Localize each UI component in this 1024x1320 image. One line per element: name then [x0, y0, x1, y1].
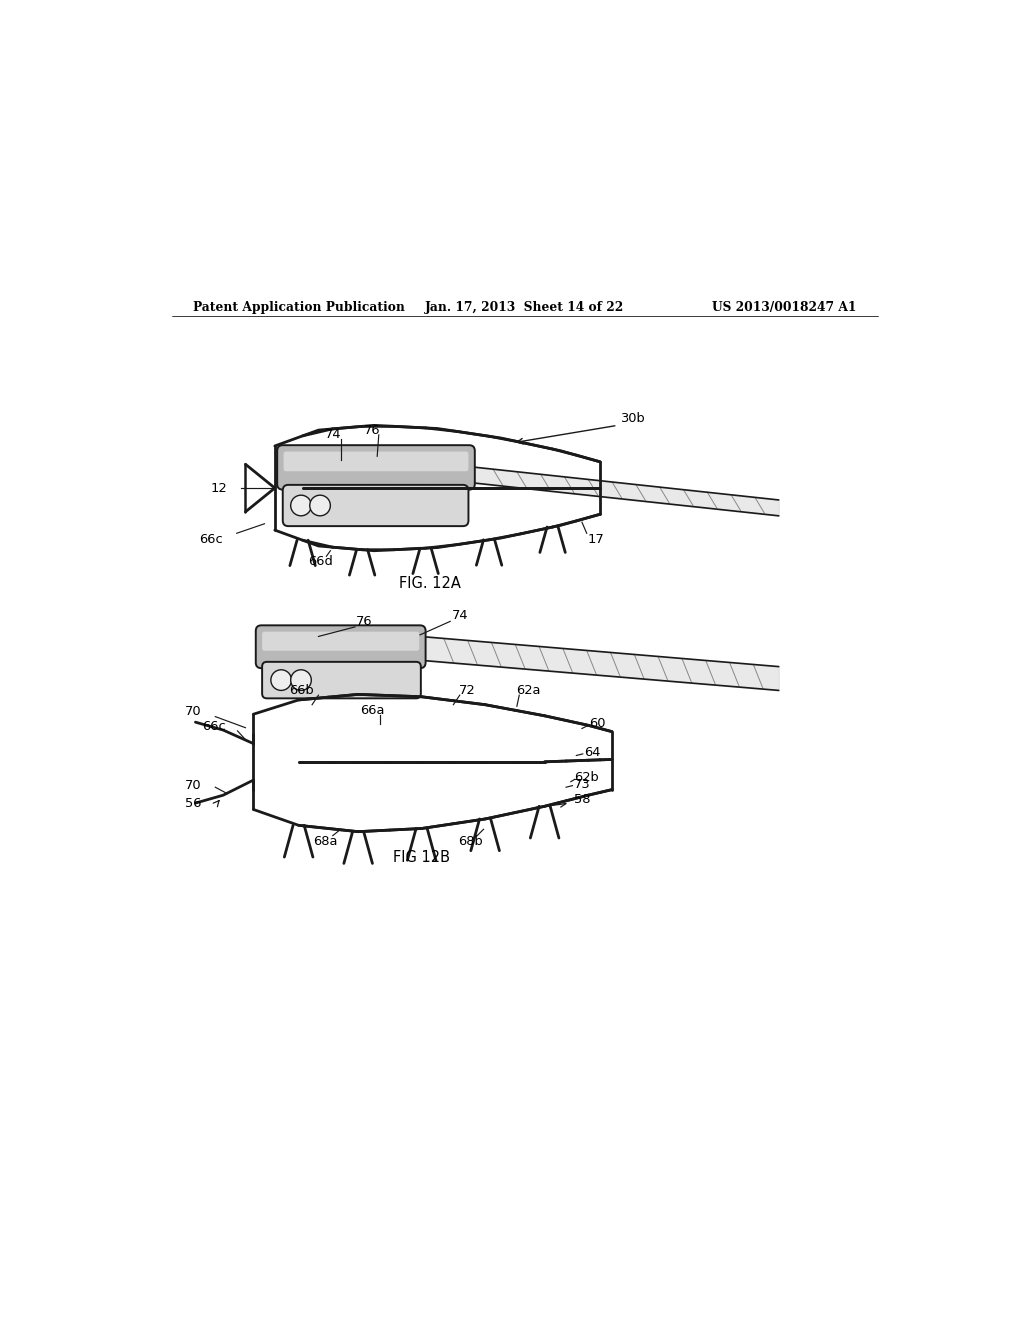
- Text: 64: 64: [584, 746, 600, 759]
- Text: 74: 74: [452, 610, 468, 622]
- Text: 68b: 68b: [459, 834, 483, 847]
- FancyBboxPatch shape: [262, 632, 419, 651]
- Text: 66a: 66a: [360, 704, 385, 717]
- Text: 66d: 66d: [307, 556, 333, 569]
- FancyBboxPatch shape: [256, 626, 426, 668]
- Circle shape: [291, 669, 311, 690]
- Text: 62a: 62a: [516, 684, 541, 697]
- Text: 76: 76: [356, 615, 373, 628]
- FancyBboxPatch shape: [262, 661, 421, 698]
- Text: 30b: 30b: [620, 412, 644, 425]
- Text: 70: 70: [184, 705, 202, 718]
- Text: 66c: 66c: [202, 719, 225, 733]
- Text: 68a: 68a: [312, 834, 337, 847]
- Circle shape: [291, 495, 311, 516]
- Text: 56: 56: [184, 796, 202, 809]
- Text: Jan. 17, 2013  Sheet 14 of 22: Jan. 17, 2013 Sheet 14 of 22: [425, 301, 625, 314]
- Text: 66b: 66b: [289, 684, 313, 697]
- Text: 60: 60: [590, 717, 606, 730]
- Text: 17: 17: [588, 533, 604, 546]
- Text: 58: 58: [573, 793, 590, 807]
- Text: FIG. 12A: FIG. 12A: [398, 576, 461, 591]
- Text: US 2013/0018247 A1: US 2013/0018247 A1: [712, 301, 856, 314]
- Text: Patent Application Publication: Patent Application Publication: [194, 301, 404, 314]
- Circle shape: [270, 669, 292, 690]
- Text: 66c: 66c: [200, 533, 223, 546]
- Text: 72: 72: [460, 684, 476, 697]
- Circle shape: [309, 495, 331, 516]
- Text: 74: 74: [325, 428, 341, 441]
- FancyBboxPatch shape: [284, 451, 468, 471]
- Text: 70: 70: [184, 779, 202, 792]
- Text: 62b: 62b: [574, 771, 599, 784]
- Text: 76: 76: [365, 424, 381, 437]
- FancyBboxPatch shape: [278, 445, 475, 490]
- Text: 12: 12: [211, 482, 227, 495]
- FancyBboxPatch shape: [283, 484, 468, 527]
- Text: 73: 73: [573, 777, 590, 791]
- Text: FIG 12B: FIG 12B: [393, 850, 451, 865]
